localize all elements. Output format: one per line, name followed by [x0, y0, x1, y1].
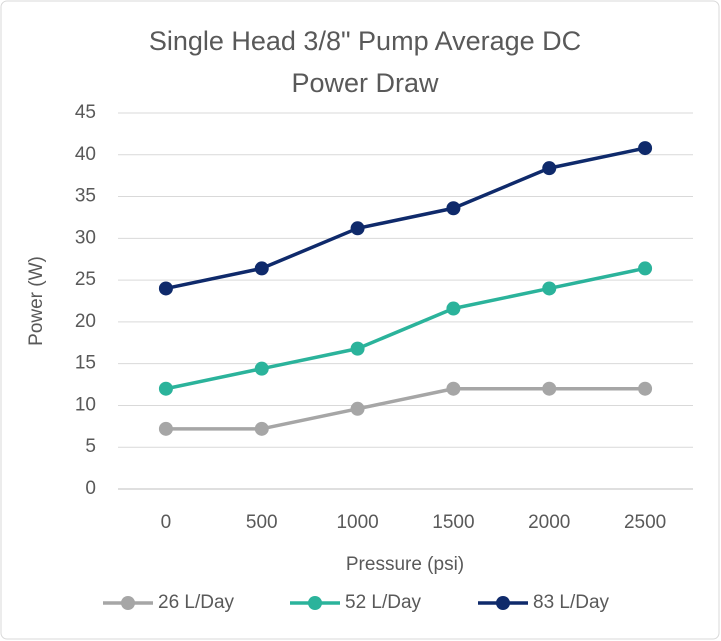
- data-point: [446, 381, 461, 396]
- y-tick-label: 30: [75, 227, 96, 248]
- y-tick-label: 0: [85, 478, 96, 499]
- y-tick-label: 10: [75, 394, 96, 415]
- y-tick-label: 40: [75, 144, 96, 165]
- legend-label: 83 L/Day: [533, 592, 610, 613]
- x-tick-label: 2000: [528, 512, 570, 533]
- chart-title: Single Head 3/8" Pump Average DC: [149, 26, 581, 56]
- legend-marker: [308, 596, 322, 610]
- x-tick-label: 2500: [624, 512, 666, 533]
- y-axis-label: Power (W): [26, 256, 47, 346]
- data-point: [350, 221, 365, 236]
- series-line: [165, 146, 646, 291]
- data-point: [350, 401, 365, 416]
- series-line: [165, 386, 646, 431]
- data-point: [350, 341, 365, 356]
- x-tick-label: 1000: [336, 512, 378, 533]
- data-point: [638, 261, 653, 276]
- legend-marker: [121, 596, 135, 610]
- data-point: [158, 281, 173, 296]
- x-tick-label: 0: [161, 512, 172, 533]
- x-tick-label: 500: [246, 512, 278, 533]
- x-axis-label: Pressure (psi): [346, 554, 464, 575]
- data-point: [542, 281, 557, 296]
- y-tick-label: 25: [75, 269, 96, 290]
- data-point: [254, 261, 269, 276]
- data-point: [446, 201, 461, 216]
- legend-label: 52 L/Day: [345, 592, 422, 613]
- data-point: [158, 421, 173, 436]
- legend-marker: [496, 596, 510, 610]
- data-point: [446, 301, 461, 316]
- y-tick-label: 15: [75, 353, 96, 374]
- data-point: [638, 141, 653, 156]
- chart-title: Power Draw: [291, 68, 439, 98]
- data-point: [254, 361, 269, 376]
- data-point: [542, 381, 557, 396]
- x-tick-label: 1500: [432, 512, 474, 533]
- y-tick-label: 5: [85, 436, 96, 457]
- series-line: [165, 266, 646, 391]
- data-point: [254, 421, 269, 436]
- y-tick-label: 45: [75, 102, 96, 123]
- y-tick-label: 20: [75, 311, 96, 332]
- data-point: [542, 161, 557, 176]
- legend-label: 26 L/Day: [158, 592, 235, 613]
- y-tick-label: 35: [75, 186, 96, 207]
- data-point: [158, 381, 173, 396]
- data-point: [638, 381, 653, 396]
